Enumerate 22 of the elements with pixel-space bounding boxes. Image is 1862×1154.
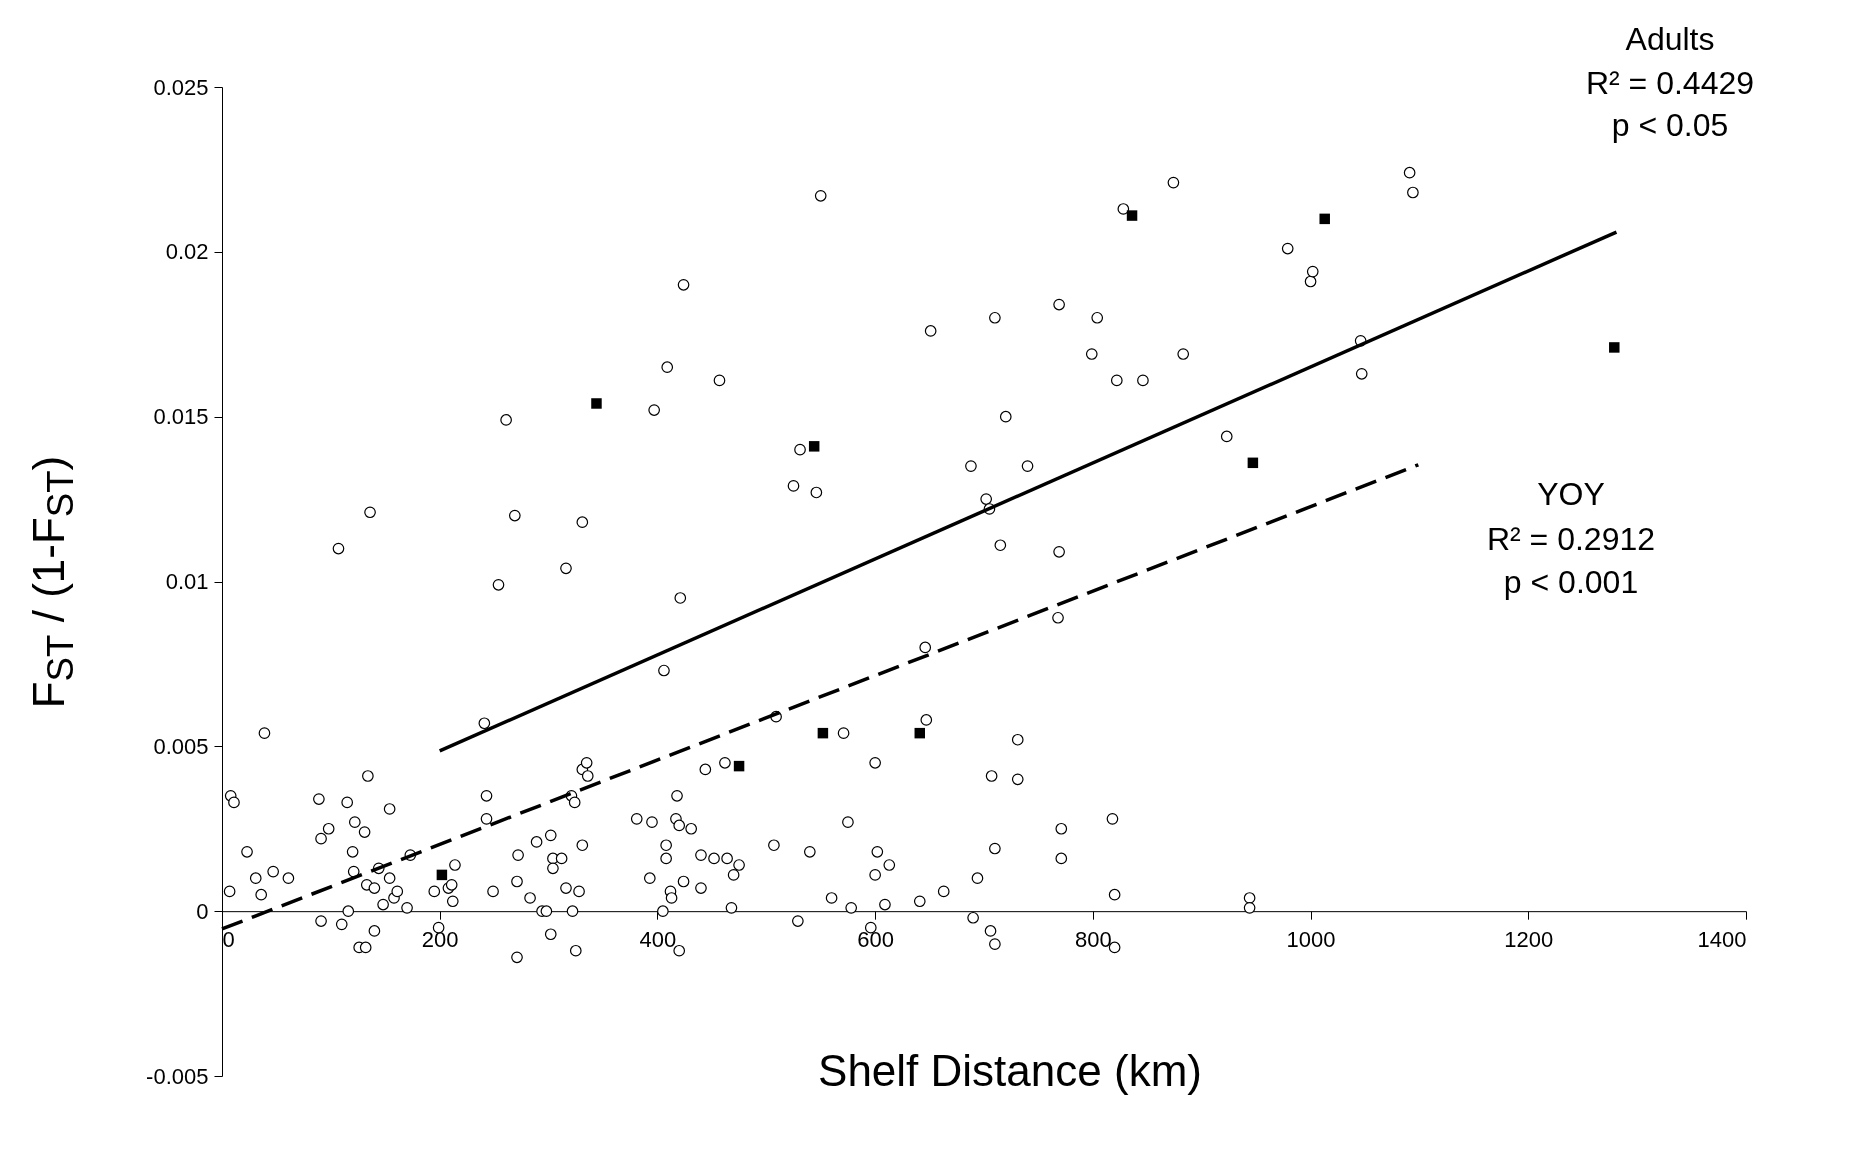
x-tick-label: 1400 — [1697, 926, 1747, 952]
y-tick-label: 0.005 — [153, 733, 209, 759]
x-tick-label: 400 — [639, 926, 677, 952]
annotation: YOY — [1537, 475, 1605, 513]
annotation: R² = 0.4429 — [1585, 64, 1755, 102]
x-tick-label: 800 — [1075, 926, 1112, 952]
annotation: p < 0.001 — [1503, 563, 1639, 601]
x-tick-label: 200 — [421, 926, 459, 952]
y-tick-label: 0.025 — [153, 74, 209, 100]
x-axis-title: Shelf Distance (km) — [818, 1046, 1202, 1096]
annotation: R² = 0.2912 — [1486, 520, 1656, 558]
x-tick-label: 0 — [222, 926, 235, 952]
text: Adults — [1625, 20, 1715, 58]
x-tick-label: 600 — [857, 926, 894, 952]
y-tick-label: 0.02 — [165, 239, 209, 265]
y-tick-label: 0.01 — [165, 569, 209, 594]
y-tick-label: 0 — [196, 898, 209, 924]
x-tick-label: 1200 — [1504, 926, 1554, 952]
y-tick-label: -0.005 — [146, 1063, 209, 1089]
x-tick-label: 1000 — [1286, 926, 1336, 952]
y-tick-label: 0.015 — [153, 404, 209, 430]
annotation: p < 0.05 — [1611, 106, 1729, 144]
